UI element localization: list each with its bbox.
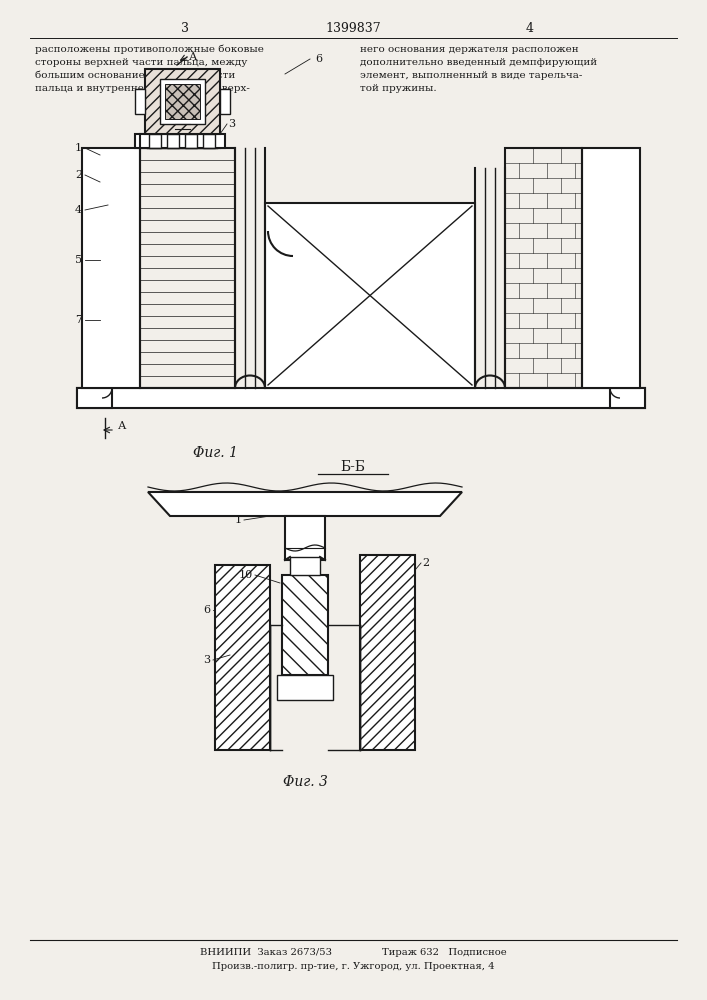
Bar (145, 69, 220, 134)
Text: 4: 4 (526, 21, 534, 34)
Text: 4: 4 (75, 205, 82, 215)
Bar (167, 134, 179, 148)
Bar (215, 565, 270, 750)
Text: 2: 2 (422, 558, 429, 568)
Bar (82, 148, 140, 388)
Text: него основания держателя расположен: него основания держателя расположен (360, 45, 578, 54)
Text: Φиг. 3: Φиг. 3 (283, 775, 327, 789)
Text: А: А (118, 421, 127, 431)
Bar (505, 148, 582, 388)
Bar (135, 89, 145, 114)
Text: дополнительно введенный демпфирующий: дополнительно введенный демпфирующий (360, 58, 597, 67)
Text: 6: 6 (315, 54, 322, 64)
Text: А: А (189, 52, 197, 62)
Bar (360, 555, 415, 750)
Text: элемент, выполненный в виде тарельча-: элемент, выполненный в виде тарельча- (360, 71, 583, 80)
Text: большим основанием верхней части: большим основанием верхней части (35, 71, 235, 81)
Bar (277, 675, 333, 700)
Bar (185, 134, 197, 148)
Bar (140, 148, 235, 388)
Text: Φиг. 1: Φиг. 1 (192, 446, 238, 460)
Bar (290, 557, 320, 575)
Text: Б-Б: Б-Б (341, 460, 366, 474)
Bar (165, 84, 200, 119)
Text: пальца и внутренней плоскостью верх-: пальца и внутренней плоскостью верх- (35, 84, 250, 93)
Bar (203, 134, 215, 148)
Bar (160, 79, 205, 124)
Bar (265, 203, 475, 388)
Bar (285, 516, 325, 560)
Bar (77, 388, 112, 408)
Polygon shape (148, 492, 462, 516)
Text: 3: 3 (181, 21, 189, 34)
Text: 5: 5 (75, 255, 82, 265)
Text: ВНИИПИ  Заказ 2673/53                Тираж 632   Подписное: ВНИИПИ Заказ 2673/53 Тираж 632 Подписное (199, 948, 506, 957)
Text: 3: 3 (228, 119, 235, 129)
Text: 10: 10 (239, 570, 253, 580)
Text: 1: 1 (235, 515, 242, 525)
Text: 7: 7 (75, 315, 82, 325)
Bar (220, 89, 230, 114)
Bar (610, 388, 645, 408)
Bar (77, 388, 645, 408)
Bar (135, 134, 220, 148)
Text: Произв.-полигр. пр-тие, г. Ужгород, ул. Проектная, 4: Произв.-полигр. пр-тие, г. Ужгород, ул. … (211, 962, 494, 971)
Bar (582, 148, 640, 388)
Text: расположены противоположные боковые: расположены противоположные боковые (35, 45, 264, 54)
Text: 2: 2 (75, 170, 82, 180)
Text: 1399837: 1399837 (325, 21, 381, 34)
Bar (282, 575, 328, 675)
Bar (149, 134, 161, 148)
Bar (140, 134, 225, 148)
Text: стороны верхней части пальца, между: стороны верхней части пальца, между (35, 58, 247, 67)
Text: 3: 3 (203, 655, 210, 665)
Text: 6: 6 (203, 605, 210, 615)
Text: той пружины.: той пружины. (360, 84, 437, 93)
Text: 1: 1 (75, 143, 82, 153)
